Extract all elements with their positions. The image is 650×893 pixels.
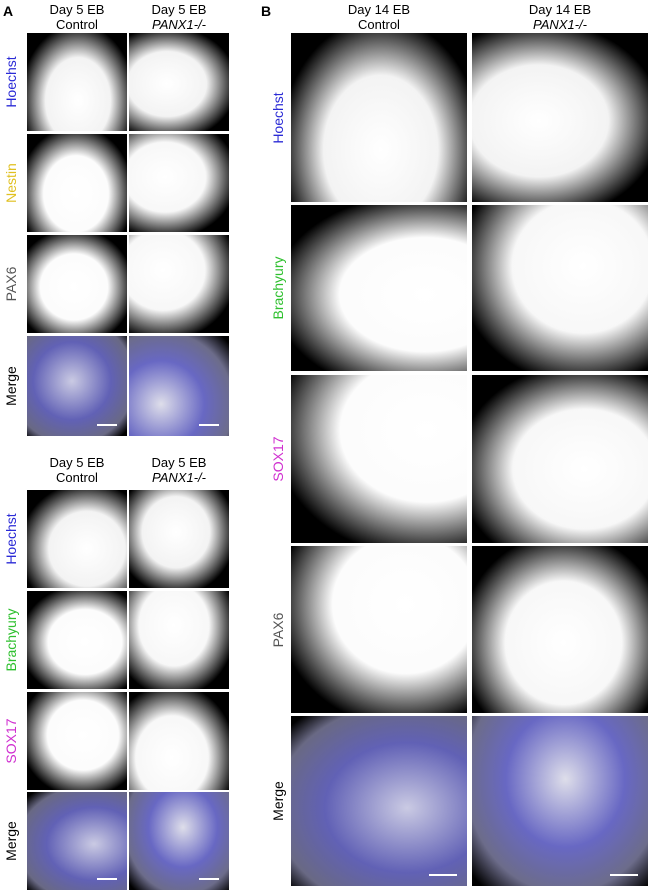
micrograph [129, 33, 229, 131]
micrograph [472, 205, 648, 371]
scale-bar [429, 874, 457, 876]
micrograph [291, 33, 467, 202]
scale-bar [97, 424, 117, 426]
column-header-day: Day 5 EB [151, 2, 207, 17]
column-header: Day 14 EB PANX1-/- [529, 2, 591, 32]
panel-label: B [261, 3, 272, 19]
micrograph [27, 336, 127, 436]
column-header-condition: Control [56, 17, 98, 32]
column-header-day: Day 14 EB [347, 2, 411, 17]
micrograph [472, 33, 648, 202]
micrograph [472, 546, 648, 713]
micrograph [27, 692, 127, 790]
row-label: Hoechst [3, 513, 19, 565]
column-header-condition: Control [358, 17, 400, 32]
column-header: Day 5 EB PANX1-/- [152, 455, 207, 485]
row-label: Merge [3, 366, 19, 406]
micrograph [129, 134, 229, 232]
column-header: Day 5 EB Control [50, 455, 105, 485]
scale-bar [610, 874, 638, 876]
micrograph [291, 716, 467, 886]
row-label: PAX6 [3, 266, 19, 302]
column-header: Day 14 EB Control [348, 2, 410, 32]
row-label: PAX6 [270, 612, 286, 647]
micrograph [472, 375, 648, 543]
micrograph [27, 591, 127, 689]
column-header-day: Day 5 EB [49, 455, 105, 470]
row-label: Nestin [3, 163, 19, 203]
column-header-condition: PANX1-/- [533, 17, 587, 32]
micrograph [27, 33, 127, 131]
row-label: Merge [270, 781, 286, 821]
micrograph [291, 546, 467, 713]
micrograph [129, 235, 229, 333]
row-label: Brachyury [270, 256, 286, 320]
micrograph [129, 692, 229, 790]
column-header: Day 5 EB PANX1-/- [152, 2, 207, 32]
micrograph [472, 716, 648, 886]
micrograph [129, 792, 229, 890]
micrograph [129, 336, 229, 436]
column-header-day: Day 5 EB [151, 455, 207, 470]
row-label: Hoechst [3, 56, 19, 108]
row-label: Hoechst [270, 91, 286, 144]
scale-bar [199, 878, 219, 880]
micrograph [291, 205, 467, 371]
scale-bar [97, 878, 117, 880]
micrograph [27, 490, 127, 588]
column-header-day: Day 14 EB [528, 2, 592, 17]
column-header-condition: Control [56, 470, 98, 485]
column-header-condition: PANX1-/- [152, 470, 206, 485]
scale-bar [199, 424, 219, 426]
column-header-day: Day 5 EB [49, 2, 105, 17]
row-label: SOX17 [270, 436, 286, 482]
micrograph [27, 134, 127, 232]
micrograph [129, 490, 229, 588]
row-label: Brachyury [3, 608, 19, 672]
column-header: Day 5 EB Control [50, 2, 105, 32]
micrograph [129, 591, 229, 689]
row-label: Merge [3, 821, 19, 861]
micrograph [27, 792, 127, 890]
column-header-condition: PANX1-/- [152, 17, 206, 32]
row-label: SOX17 [3, 718, 19, 764]
micrograph [27, 235, 127, 333]
micrograph [291, 375, 467, 543]
panel-label: A [3, 3, 14, 19]
